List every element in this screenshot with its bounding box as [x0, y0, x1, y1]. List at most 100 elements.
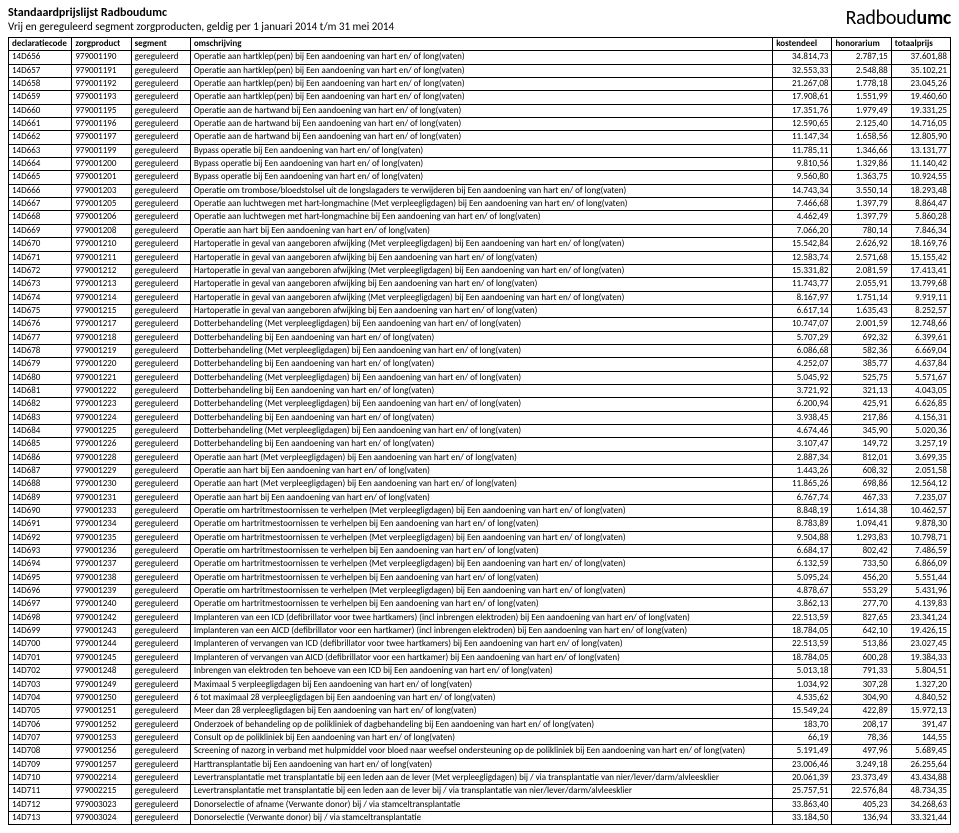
cell: 979001196 — [72, 118, 131, 131]
page-subtitle: Vrij en gereguleerd segment zorgproducte… — [8, 20, 394, 33]
cell: Dotterbehandeling (Met verpleegligdagen)… — [190, 398, 772, 411]
cell: 3.249,18 — [832, 758, 891, 771]
cell: 14D697 — [9, 598, 72, 611]
cell: 979003023 — [72, 798, 131, 811]
cell: 6.399,61 — [891, 331, 950, 344]
table-row: 14D692979001235gereguleerdOperatie om ha… — [9, 531, 951, 544]
table-row: 14D705979001251gereguleerdMeer dan 28 ve… — [9, 705, 951, 718]
cell: 979001238 — [72, 571, 131, 584]
table-header-row: declaratiecode zorgproduct segment omsch… — [9, 38, 951, 51]
cell: gereguleerd — [131, 411, 190, 424]
cell: 3.107,47 — [773, 438, 832, 451]
cell: 5.191,49 — [773, 745, 832, 758]
table-row: 14D703979001249gereguleerdMaximaal 5 ver… — [9, 678, 951, 691]
cell: 304,90 — [832, 691, 891, 704]
cell: 33.321,44 — [891, 811, 950, 824]
cell: 14D679 — [9, 358, 72, 371]
table-row: 14D704979001250gereguleerd6 tot maximaal… — [9, 691, 951, 704]
cell: gereguleerd — [131, 158, 190, 171]
cell: 979001214 — [72, 291, 131, 304]
cell: gereguleerd — [131, 465, 190, 478]
cell: gereguleerd — [131, 585, 190, 598]
cell: 1.293,83 — [832, 531, 891, 544]
cell: 14D686 — [9, 451, 72, 464]
cell: 5.431,96 — [891, 585, 950, 598]
cell: 18.169,76 — [891, 238, 950, 251]
cell: Hartoperatie in geval van aangeboren afw… — [190, 238, 772, 251]
cell: 979001206 — [72, 211, 131, 224]
cell: gereguleerd — [131, 745, 190, 758]
cell: 48.734,35 — [891, 785, 950, 798]
cell: Operatie om hartritmestoornissen te verh… — [190, 585, 772, 598]
cell: 14D666 — [9, 184, 72, 197]
table-row: 14D658979001192gereguleerdOperatie aan h… — [9, 78, 951, 91]
cell: gereguleerd — [131, 398, 190, 411]
table-row: 14D659979001193gereguleerdOperatie aan h… — [9, 91, 951, 104]
col-declaratiecode: declaratiecode — [9, 38, 72, 51]
cell: 14D665 — [9, 171, 72, 184]
cell: 979001211 — [72, 251, 131, 264]
cell: 1.329,86 — [832, 158, 891, 171]
cell: 6 tot maximaal 28 verpleegligdagen bij E… — [190, 691, 772, 704]
cell: 14.716,05 — [891, 118, 950, 131]
cell: 307,28 — [832, 678, 891, 691]
cell: 6.086,68 — [773, 344, 832, 357]
table-row: 14D691979001234gereguleerdOperatie om ha… — [9, 518, 951, 531]
cell: gereguleerd — [131, 731, 190, 744]
cell: 345,90 — [832, 424, 891, 437]
cell: 14D684 — [9, 424, 72, 437]
cell: 979001213 — [72, 278, 131, 291]
cell: 13.799,68 — [891, 278, 950, 291]
cell: 14D706 — [9, 718, 72, 731]
cell: 979001244 — [72, 638, 131, 651]
cell: gereguleerd — [131, 64, 190, 77]
cell: 979001193 — [72, 91, 131, 104]
cell: 979001248 — [72, 665, 131, 678]
cell: Screening of nazorg in verband met hulpm… — [190, 745, 772, 758]
cell: 425,91 — [832, 398, 891, 411]
cell: gereguleerd — [131, 78, 190, 91]
cell: Dotterbehandeling (Met verpleegligdagen)… — [190, 371, 772, 384]
cell: 1.094,41 — [832, 518, 891, 531]
cell: 18.293,48 — [891, 184, 950, 197]
cell: Hartoperatie in geval van aangeboren afw… — [190, 291, 772, 304]
cell: 14D661 — [9, 118, 72, 131]
cell: 1.346,66 — [832, 144, 891, 157]
cell: 14D677 — [9, 331, 72, 344]
cell: 14D712 — [9, 798, 72, 811]
cell: 5.707,29 — [773, 331, 832, 344]
cell: 14D676 — [9, 318, 72, 331]
cell: 979001234 — [72, 518, 131, 531]
table-row: 14D686979001228gereguleerdOperatie aan h… — [9, 451, 951, 464]
cell: 14D681 — [9, 384, 72, 397]
cell: gereguleerd — [131, 438, 190, 451]
cell: 979001192 — [72, 78, 131, 91]
cell: Implanteren van een AICD (defibrillator … — [190, 625, 772, 638]
cell: 5.571,67 — [891, 371, 950, 384]
cell: 5.860,28 — [891, 211, 950, 224]
cell: Operatie aan luchtwegen met hart-longmac… — [190, 211, 772, 224]
cell: 14D704 — [9, 691, 72, 704]
cell: gereguleerd — [131, 91, 190, 104]
cell: 405,23 — [832, 798, 891, 811]
col-segment: segment — [131, 38, 190, 51]
table-row: 14D695979001238gereguleerdOperatie om ha… — [9, 571, 951, 584]
cell: Operatie aan hart bij Een aandoening van… — [190, 465, 772, 478]
cell: 7.235,07 — [891, 491, 950, 504]
cell: 979001243 — [72, 625, 131, 638]
cell: 23.341,24 — [891, 611, 950, 624]
cell: gereguleerd — [131, 505, 190, 518]
cell: 733,50 — [832, 558, 891, 571]
cell: 15.331,82 — [773, 264, 832, 277]
cell: 812,01 — [832, 451, 891, 464]
cell: 6.132,59 — [773, 558, 832, 571]
cell: Operatie aan hartklep(pen) bij Een aando… — [190, 78, 772, 91]
cell: 6.669,04 — [891, 344, 950, 357]
cell: 14D694 — [9, 558, 72, 571]
cell: Dotterbehandeling bij Een aandoening van… — [190, 384, 772, 397]
cell: Operatie aan hart (Met verpleegligdagen)… — [190, 451, 772, 464]
cell: Onderzoek of behandeling op de poliklini… — [190, 718, 772, 731]
cell: 14D671 — [9, 251, 72, 264]
cell: 5.020,36 — [891, 424, 950, 437]
cell: gereguleerd — [131, 384, 190, 397]
